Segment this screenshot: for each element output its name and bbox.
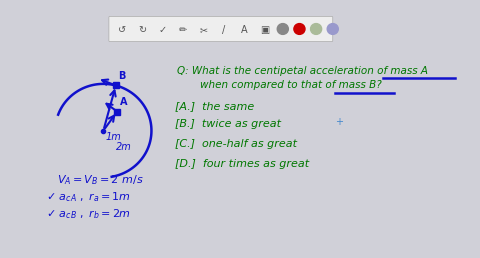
Text: [A.]  the same: [A.] the same (175, 101, 254, 111)
Text: when compared to that of mass B?: when compared to that of mass B? (187, 80, 381, 90)
Text: ▣: ▣ (260, 25, 269, 35)
FancyBboxPatch shape (109, 16, 333, 42)
Text: 1m: 1m (105, 132, 121, 142)
Text: +: + (335, 117, 343, 127)
Circle shape (294, 23, 305, 34)
Text: ↺: ↺ (118, 25, 126, 35)
Text: B: B (119, 71, 126, 81)
Text: $V_A = V_B = 2\ m/s$: $V_A = V_B = 2\ m/s$ (57, 173, 144, 187)
Circle shape (311, 23, 322, 34)
Text: [C.]  one-half as great: [C.] one-half as great (175, 139, 297, 149)
Text: ✏: ✏ (179, 25, 187, 35)
Text: 2m: 2m (116, 142, 132, 152)
Text: [B.]  twice as great: [B.] twice as great (175, 119, 281, 129)
Text: ✓: ✓ (158, 25, 167, 35)
Text: /: / (222, 25, 225, 35)
Circle shape (277, 23, 288, 34)
Circle shape (327, 23, 338, 34)
Text: Q: What is the centipetal acceleration of mass A: Q: What is the centipetal acceleration o… (177, 66, 428, 76)
Text: ✂: ✂ (199, 25, 207, 35)
Text: A: A (120, 97, 127, 107)
Text: $\checkmark\ a_{cB}\ ,\ r_b = 2m$: $\checkmark\ a_{cB}\ ,\ r_b = 2m$ (46, 207, 131, 221)
Text: ↻: ↻ (138, 25, 146, 35)
Text: A: A (240, 25, 247, 35)
Text: [D.]  four times as great: [D.] four times as great (175, 159, 309, 169)
Text: $\checkmark\ a_{cA}\ ,\ r_a = 1m$: $\checkmark\ a_{cA}\ ,\ r_a = 1m$ (46, 190, 131, 204)
